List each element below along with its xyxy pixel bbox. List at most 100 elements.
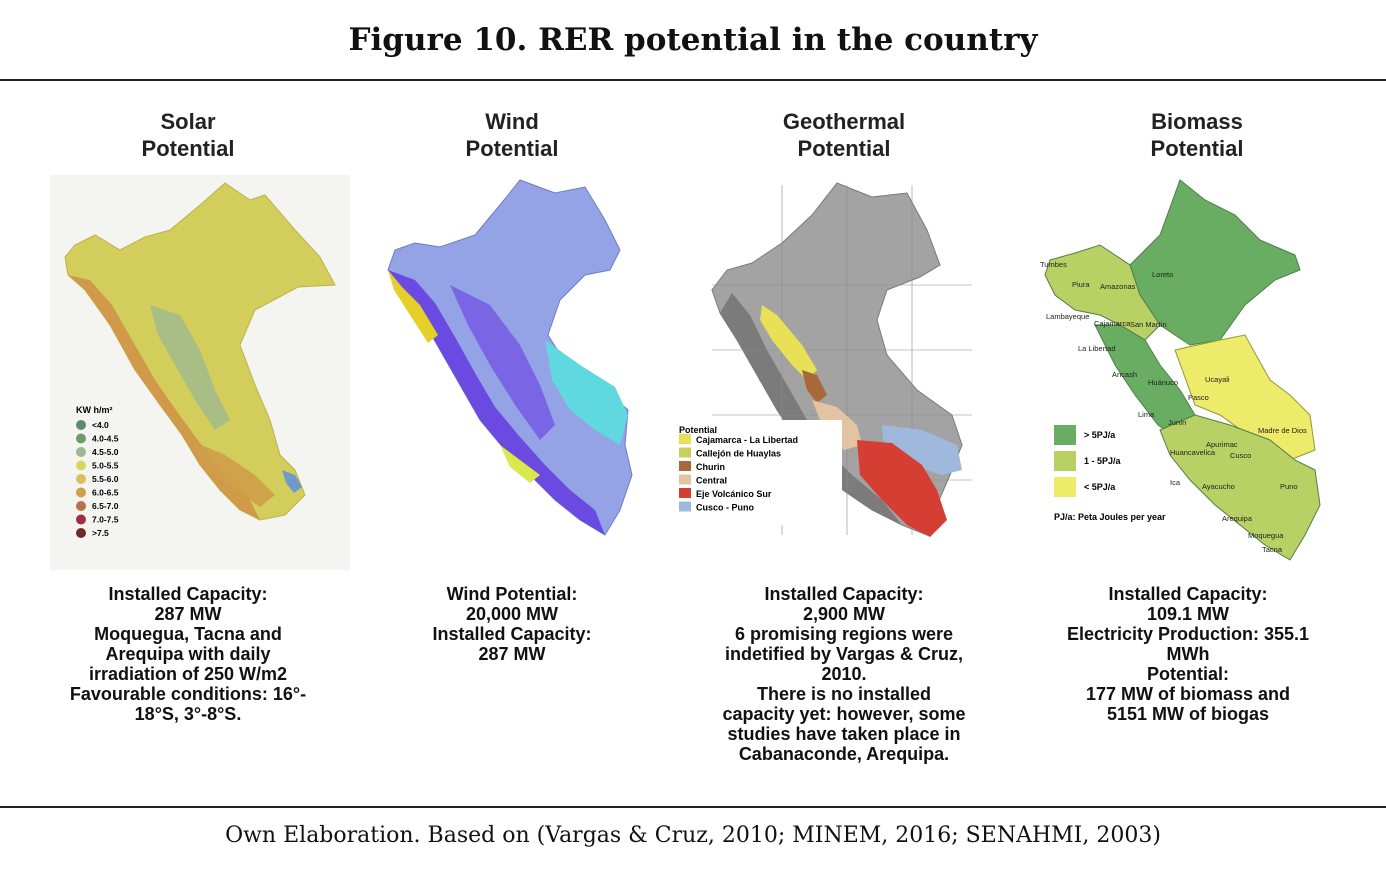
highland-zone <box>150 305 230 430</box>
lake-titicaca <box>282 470 302 493</box>
region-label: Junín <box>1168 418 1186 427</box>
title-line: Potential <box>1150 136 1244 161</box>
zone-volcanic-south <box>857 440 947 537</box>
southern-zone <box>190 440 275 507</box>
legend-swatch <box>76 433 86 444</box>
desc-line: Installed Capacity: <box>432 624 592 644</box>
selva-zone <box>545 340 628 445</box>
region-label: Cusco <box>1230 451 1251 460</box>
biomass-map: > 5PJ/a 1 - 5PJ/a < 5PJ/a PJ/a: Peta Joule… <box>1030 175 1330 570</box>
top-rule <box>0 79 1386 81</box>
legend-label: Eje Volcánico Sur <box>696 489 772 499</box>
solar-legend: <4.0 4.0-4.5 4.5-5.0 5.0-5.5 5.5-6.0 6.0-6.5 6… <box>76 420 119 538</box>
bottom-rule <box>0 806 1386 808</box>
desc-line: indetified by Vargas & Cruz, <box>724 644 964 664</box>
region-label: Ucayali <box>1205 375 1230 384</box>
region-labels: Tumbes Piura Amazonas Loreto Lambayeque Cajam… <box>1040 260 1307 554</box>
legend-label: 5.5-6.0 <box>92 474 119 484</box>
legend-title: Potential <box>679 425 717 435</box>
legend-label: Central <box>696 476 727 486</box>
biomass-description: Installed Capacity: 109.1 MW Electricity… <box>1038 584 1338 724</box>
region-ucayali-madre-de-dios <box>1174 334 1316 461</box>
desc-line: 287 MW <box>154 604 222 624</box>
desc-line: Wind Potential: <box>446 584 578 604</box>
legend-label: 6.5-7.0 <box>92 501 119 511</box>
title-line: Wind <box>485 109 539 134</box>
legend-swatch <box>76 514 86 525</box>
desc-line: There is no installed <box>756 684 932 704</box>
high-wind-strip <box>388 270 438 343</box>
legend-label: Churin <box>696 462 725 472</box>
wind-panel-title: Wind Potential <box>432 108 592 162</box>
legend-note: PJ/a: Peta Joules per year <box>1054 512 1166 522</box>
legend-label: >7.5 <box>92 528 109 538</box>
legend-label: <4.0 <box>92 420 109 430</box>
region-label: Ancash <box>1112 370 1137 379</box>
legend-label: < 5PJ/a <box>1084 482 1116 492</box>
legend-swatch <box>76 501 86 511</box>
region-label: Huánuco <box>1148 378 1178 387</box>
region-label: San Martín <box>1130 320 1167 329</box>
legend-swatch <box>76 460 86 471</box>
central-zone <box>450 285 555 440</box>
region-label: Madre de Dios <box>1258 426 1307 435</box>
title-line: Biomass <box>1151 109 1243 134</box>
region-label: Loreto <box>1152 270 1173 279</box>
desc-line: irradiation of 250 W/m2 <box>88 664 288 684</box>
legend-swatch <box>76 528 86 538</box>
desc-line: 177 MW of biomass and <box>1085 684 1291 704</box>
desc-line: Potential: <box>1146 664 1229 684</box>
wind-description: Wind Potential: 20,000 MW Installed Capa… <box>390 584 634 664</box>
region-loreto-north <box>1129 179 1301 346</box>
title-line: Geothermal <box>782 109 906 134</box>
legend-box <box>674 420 842 525</box>
legend-swatch <box>1054 451 1076 471</box>
desc-line: 5151 MW of biogas <box>1106 704 1270 724</box>
region-label: Ayacucho <box>1202 482 1235 491</box>
legend-label: 4.5-5.0 <box>92 447 119 457</box>
desc-line: Arequipa with daily <box>105 644 271 664</box>
region-label: Apurimac <box>1206 440 1238 449</box>
region-label: Piura <box>1072 280 1090 289</box>
solar-map: KW h/m² <4.0 4.0-4.5 4.5-5.0 5.0-5.5 5.5-6.0… <box>50 175 350 570</box>
legend-swatch <box>679 461 691 471</box>
geothermal-map: Potential Cajamarca - La Libertad Callejó… <box>672 175 1012 570</box>
title-line: Potential <box>465 136 559 161</box>
desc-line: 6 promising regions were <box>734 624 954 644</box>
title-line: Solar <box>160 109 216 134</box>
biomass-legend: > 5PJ/a 1 - 5PJ/a < 5PJ/a <box>1054 425 1122 497</box>
region-label: Puno <box>1280 482 1298 491</box>
legend-swatch <box>679 474 691 485</box>
desc-line: Favourable conditions: 16°- <box>69 684 307 704</box>
region-label: Moquegua <box>1248 531 1284 540</box>
desc-line: studies have taken place in <box>727 724 961 744</box>
legend-label: Callejón de Huaylas <box>696 449 781 459</box>
region-label: Cajamarca <box>1094 319 1131 328</box>
legend-swatch <box>679 434 691 444</box>
desc-line: 109.1 MW <box>1146 604 1230 624</box>
desc-line: capacity yet: however, some <box>722 704 966 724</box>
legend-swatch <box>679 488 691 498</box>
desc-line: 18°S, 3°-8°S. <box>134 704 242 724</box>
desc-line: Moquegua, Tacna and <box>94 624 282 644</box>
legend-label: > 5PJ/a <box>1084 430 1116 440</box>
solar-panel-title: Solar Potential <box>108 108 268 162</box>
desc-line: Installed Capacity: <box>764 584 924 604</box>
region-label: Amazonas <box>1100 282 1136 291</box>
legend-title: KW h/m² <box>76 405 113 415</box>
legend-label: Cusco - Puno <box>696 503 755 513</box>
legend-label: Cajamarca - La Libertad <box>696 435 798 445</box>
legend-swatch <box>76 447 86 457</box>
coastal-wind-zone <box>388 270 605 535</box>
legend-swatch <box>679 447 691 458</box>
wind-map <box>380 175 660 570</box>
desc-line: Installed Capacity: <box>1108 584 1268 604</box>
legend-swatch <box>76 420 86 430</box>
andes-relief <box>720 293 902 525</box>
legend-swatch <box>679 501 691 512</box>
legend-swatch <box>1054 425 1076 445</box>
desc-line: Electricity Production: 355.1 <box>1066 624 1310 644</box>
region-south <box>1159 414 1321 561</box>
desc-line: 2010. <box>821 664 867 684</box>
region-label: Lambayeque <box>1046 312 1089 321</box>
